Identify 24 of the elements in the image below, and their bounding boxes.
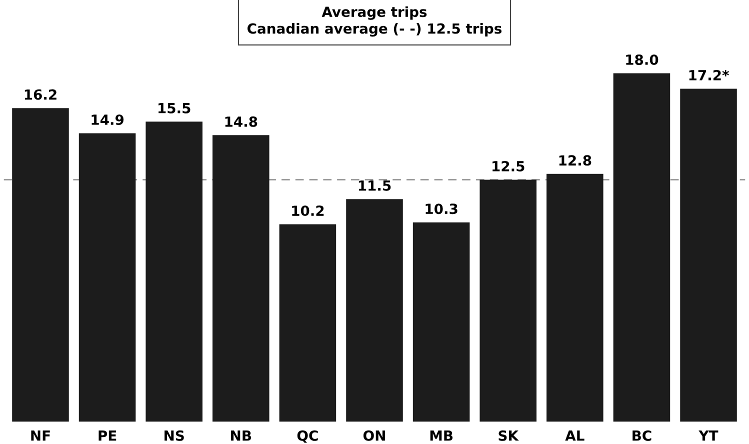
data-label: 18.0: [626, 54, 658, 65]
chart-subtitle: Canadian average (- -) 12.5 trips: [248, 23, 502, 37]
x-tick-label: NF: [31, 430, 50, 441]
data-label: 12.8: [559, 155, 592, 166]
x-tick-label: SK: [498, 430, 519, 441]
data-label: 12.5: [492, 160, 524, 172]
x-tick-label: MB: [430, 430, 453, 441]
x-tick-label: NS: [164, 430, 184, 441]
data-label: 14.9: [92, 114, 124, 125]
data-label: 17.2*: [689, 70, 729, 80]
x-tick-label: BC: [632, 430, 652, 441]
x-tick-label: AL: [565, 430, 584, 441]
x-tick-label: NB: [231, 430, 252, 441]
x-tick-label: PE: [98, 430, 116, 441]
data-label: 14.8: [225, 116, 258, 127]
x-tick-label: YT: [698, 430, 718, 441]
data-label: 16.2: [24, 89, 56, 100]
data-label: 10.2: [292, 206, 324, 216]
data-label: 11.5: [358, 180, 391, 191]
data-label: 15.5: [158, 103, 190, 114]
x-tick-label: ON: [363, 430, 385, 441]
data-label: 10.3: [426, 204, 458, 214]
x-tick-label: QC: [297, 430, 318, 443]
chart-title: Average trips: [322, 6, 427, 20]
